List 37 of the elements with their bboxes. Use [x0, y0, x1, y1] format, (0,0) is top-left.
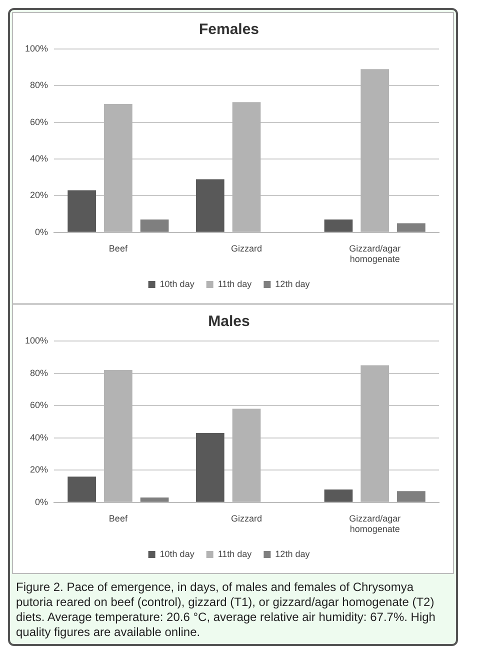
x-tick-label: Beef: [108, 243, 128, 254]
caption: Figure 2. Pace of emergence, in days, of males and females of Chrysomya putoria reared on beef (control), gizzard (T1), or gizzard/agar homogenate (T2) diets. Average temperature: 20.6 °C, average relative air humidity: 67.7%. High quality figures are available online.: [15, 579, 436, 641]
legend-label: 11th day: [218, 548, 252, 559]
x-tick-label: Gizzard/agar homogenate: [349, 243, 401, 264]
bar: [324, 489, 353, 502]
legend-label: 12th day: [275, 548, 310, 559]
bar: [397, 223, 426, 232]
bar: [324, 220, 353, 232]
y-tick-label: 20%: [30, 190, 48, 200]
y-tick-label: 80%: [30, 80, 48, 90]
y-tick-label: 60%: [30, 400, 48, 410]
y-tick-label: 60%: [30, 116, 48, 127]
bar: [140, 220, 169, 232]
chart-title: Females: [198, 21, 260, 38]
y-tick-label: 40%: [30, 154, 48, 164]
x-tick-label: Gizzard/agar homogenate: [349, 513, 401, 534]
y-tick-label: 0%: [35, 496, 48, 507]
y-tick-label: 100%: [24, 43, 48, 54]
legend-label: 10th day: [160, 548, 195, 559]
bar: [196, 179, 224, 232]
bar: [140, 498, 169, 502]
x-tick-label: Gizzard: [231, 513, 262, 524]
legend-label: 12th day: [275, 278, 310, 289]
bar: [68, 476, 96, 502]
legend-label: 11th day: [218, 278, 252, 289]
bar: [196, 433, 224, 502]
y-tick-label: 20%: [30, 464, 48, 475]
y-tick-label: 0%: [35, 226, 48, 237]
y-tick-label: 80%: [30, 368, 48, 378]
bar: [68, 190, 96, 232]
y-tick-label: 40%: [30, 432, 48, 442]
bar: [397, 491, 426, 502]
chart-title: Males: [208, 313, 250, 330]
legend-label: 10th day: [160, 278, 195, 289]
y-tick-label: 100%: [24, 335, 48, 346]
x-tick-label: Gizzard: [231, 243, 262, 254]
x-tick-label: Beef: [108, 513, 128, 524]
